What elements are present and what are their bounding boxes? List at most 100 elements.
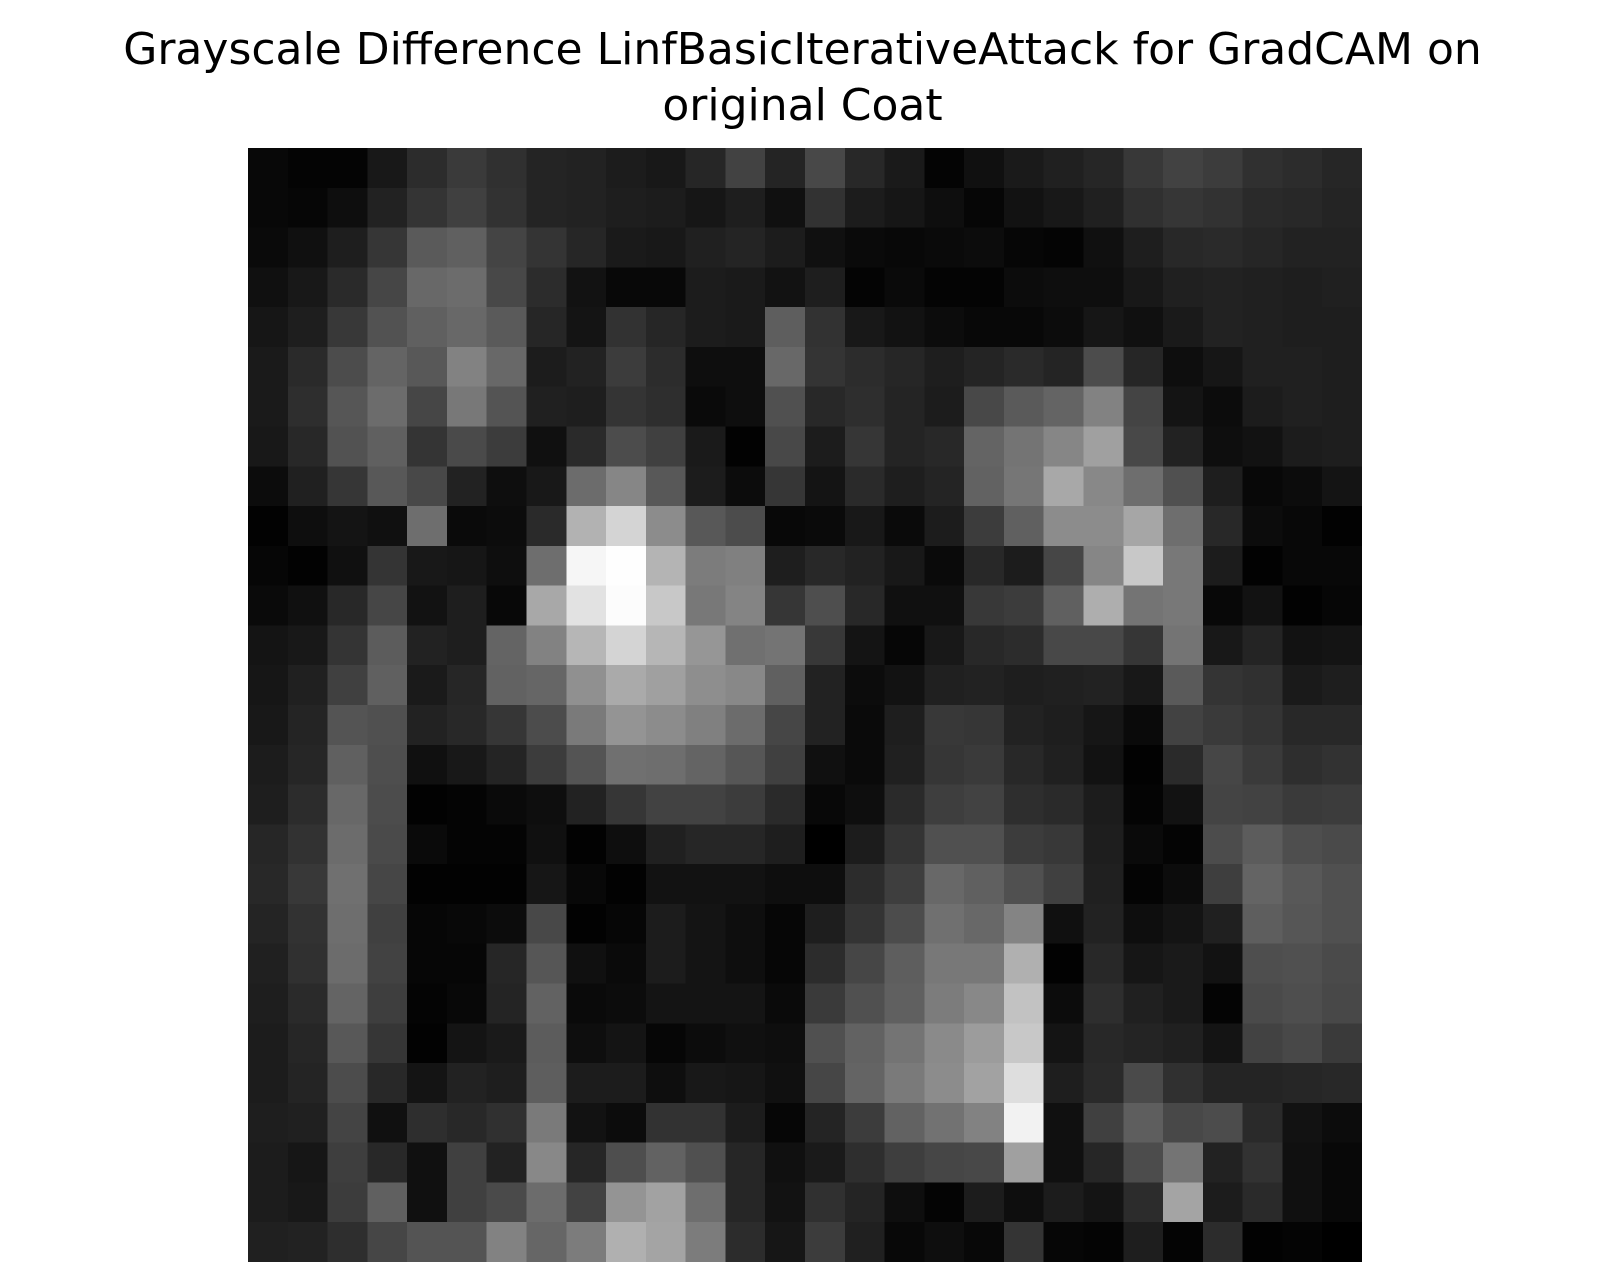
heatmap-cell-r1-c10 bbox=[645, 187, 687, 229]
heatmap-cell-r24-c20 bbox=[1043, 1102, 1085, 1144]
heatmap-cell-r27-c15 bbox=[844, 1222, 886, 1262]
heatmap-cell-r12-c13 bbox=[765, 625, 806, 666]
heatmap-cell-r4-c19 bbox=[1003, 307, 1045, 348]
heatmap-cell-r2-c22 bbox=[1123, 227, 1164, 268]
heatmap-cell-r1-c22 bbox=[1123, 187, 1164, 229]
heatmap-cell-r27-c16 bbox=[884, 1222, 925, 1262]
heatmap-cell-r20-c20 bbox=[1043, 943, 1085, 985]
heatmap-cell-r6-c26 bbox=[1282, 386, 1323, 428]
heatmap-cell-r16-c9 bbox=[606, 784, 647, 825]
heatmap-cell-r25-c23 bbox=[1163, 1142, 1204, 1184]
heatmap-cell-r15-c25 bbox=[1242, 744, 1284, 786]
heatmap-cell-r24-c9 bbox=[606, 1102, 647, 1144]
heatmap-cell-r15-c1 bbox=[287, 744, 329, 786]
heatmap-cell-r1-c19 bbox=[1003, 187, 1045, 229]
heatmap-cell-r1-c23 bbox=[1163, 187, 1204, 229]
heatmap-cell-r27-c27 bbox=[1322, 1222, 1362, 1262]
heatmap-cell-r21-c25 bbox=[1242, 983, 1284, 1024]
heatmap-cell-r17-c12 bbox=[725, 824, 766, 865]
heatmap-cell-r12-c18 bbox=[964, 625, 1005, 666]
heatmap-cell-r22-c20 bbox=[1043, 1023, 1085, 1064]
heatmap-cell-r27-c0 bbox=[248, 1222, 289, 1262]
heatmap-cell-r16-c13 bbox=[765, 784, 806, 825]
heatmap-cell-r18-c11 bbox=[685, 864, 727, 905]
heatmap-cell-r2-c23 bbox=[1163, 227, 1204, 268]
heatmap-cell-r16-c27 bbox=[1322, 784, 1362, 825]
heatmap-cell-r23-c19 bbox=[1003, 1063, 1045, 1104]
heatmap-cell-r12-c6 bbox=[486, 625, 528, 666]
heatmap-cell-r18-c22 bbox=[1123, 864, 1164, 905]
heatmap-cell-r9-c12 bbox=[725, 506, 766, 547]
heatmap-cell-r26-c8 bbox=[566, 1182, 607, 1223]
heatmap-cell-r1-c7 bbox=[526, 187, 567, 229]
heatmap-cell-r10-c5 bbox=[446, 545, 488, 587]
heatmap-cell-r6-c16 bbox=[884, 386, 925, 428]
heatmap-cell-r22-c25 bbox=[1242, 1023, 1284, 1064]
heatmap-cell-r11-c20 bbox=[1043, 585, 1085, 627]
heatmap-cell-r25-c11 bbox=[685, 1142, 727, 1184]
heatmap-cell-r1-c5 bbox=[446, 187, 488, 229]
heatmap-cell-r19-c8 bbox=[566, 903, 607, 945]
heatmap-cell-r13-c3 bbox=[367, 665, 408, 706]
heatmap-cell-r13-c4 bbox=[407, 665, 448, 706]
heatmap-cell-r17-c14 bbox=[805, 824, 846, 865]
heatmap-cell-r17-c19 bbox=[1003, 824, 1045, 865]
heatmap-cell-r25-c5 bbox=[446, 1142, 488, 1184]
chart-title: Grayscale Difference LinfBasicIterativeA… bbox=[0, 22, 1605, 134]
heatmap-cell-r23-c9 bbox=[606, 1063, 647, 1104]
heatmap-cell-r18-c1 bbox=[287, 864, 329, 905]
heatmap-cell-r17-c17 bbox=[924, 824, 965, 865]
heatmap-cell-r11-c11 bbox=[685, 585, 727, 627]
heatmap-cell-r24-c12 bbox=[725, 1102, 766, 1144]
heatmap-cell-r16-c0 bbox=[248, 784, 289, 825]
heatmap-cell-r11-c0 bbox=[248, 585, 289, 627]
heatmap-cell-r2-c25 bbox=[1242, 227, 1284, 268]
heatmap-cell-r16-c19 bbox=[1003, 784, 1045, 825]
heatmap-cell-r1-c3 bbox=[367, 187, 408, 229]
heatmap-cell-r23-c2 bbox=[327, 1063, 368, 1104]
heatmap-cell-r3-c0 bbox=[248, 267, 289, 308]
heatmap-cell-r24-c15 bbox=[844, 1102, 886, 1144]
heatmap-cell-r3-c5 bbox=[446, 267, 488, 308]
heatmap-cell-r21-c26 bbox=[1282, 983, 1323, 1024]
heatmap-cell-r14-c18 bbox=[964, 705, 1005, 746]
heatmap-cell-r7-c22 bbox=[1123, 426, 1164, 467]
heatmap-cell-r9-c20 bbox=[1043, 506, 1085, 547]
heatmap-cell-r9-c3 bbox=[367, 506, 408, 547]
heatmap-cell-r17-c15 bbox=[844, 824, 886, 865]
heatmap-cell-r16-c22 bbox=[1123, 784, 1164, 825]
heatmap-cell-r18-c19 bbox=[1003, 864, 1045, 905]
heatmap-cell-r22-c27 bbox=[1322, 1023, 1362, 1064]
heatmap-cell-r23-c5 bbox=[446, 1063, 488, 1104]
heatmap-cell-r3-c21 bbox=[1083, 267, 1124, 308]
heatmap-cell-r11-c3 bbox=[367, 585, 408, 627]
heatmap-cell-r12-c4 bbox=[407, 625, 448, 666]
heatmap-cell-r12-c7 bbox=[526, 625, 567, 666]
heatmap-cell-r14-c17 bbox=[924, 705, 965, 746]
heatmap-cell-r12-c9 bbox=[606, 625, 647, 666]
heatmap-cell-r16-c18 bbox=[964, 784, 1005, 825]
heatmap-cell-r27-c24 bbox=[1202, 1222, 1244, 1262]
heatmap-cell-r4-c13 bbox=[765, 307, 806, 348]
heatmap-cell-r22-c16 bbox=[884, 1023, 925, 1064]
heatmap-cell-r11-c17 bbox=[924, 585, 965, 627]
heatmap-cell-r11-c15 bbox=[844, 585, 886, 627]
heatmap-cell-r25-c22 bbox=[1123, 1142, 1164, 1184]
heatmap-cell-r15-c24 bbox=[1202, 744, 1244, 786]
heatmap-cell-r7-c21 bbox=[1083, 426, 1124, 467]
heatmap-cell-r19-c20 bbox=[1043, 903, 1085, 945]
heatmap-cell-r16-c2 bbox=[327, 784, 368, 825]
heatmap-cell-r4-c7 bbox=[526, 307, 567, 348]
heatmap-cell-r2-c8 bbox=[566, 227, 607, 268]
heatmap-cell-r9-c24 bbox=[1202, 506, 1244, 547]
heatmap-cell-r27-c13 bbox=[765, 1222, 806, 1262]
heatmap-cell-r3-c10 bbox=[645, 267, 687, 308]
heatmap-cell-r15-c11 bbox=[685, 744, 727, 786]
heatmap-cell-r10-c17 bbox=[924, 545, 965, 587]
heatmap-cell-r26-c21 bbox=[1083, 1182, 1124, 1223]
heatmap-cell-r18-c5 bbox=[446, 864, 488, 905]
heatmap-cell-r4-c18 bbox=[964, 307, 1005, 348]
heatmap-cell-r8-c14 bbox=[805, 466, 846, 507]
heatmap-cell-r20-c5 bbox=[446, 943, 488, 985]
heatmap-cell-r2-c24 bbox=[1202, 227, 1244, 268]
